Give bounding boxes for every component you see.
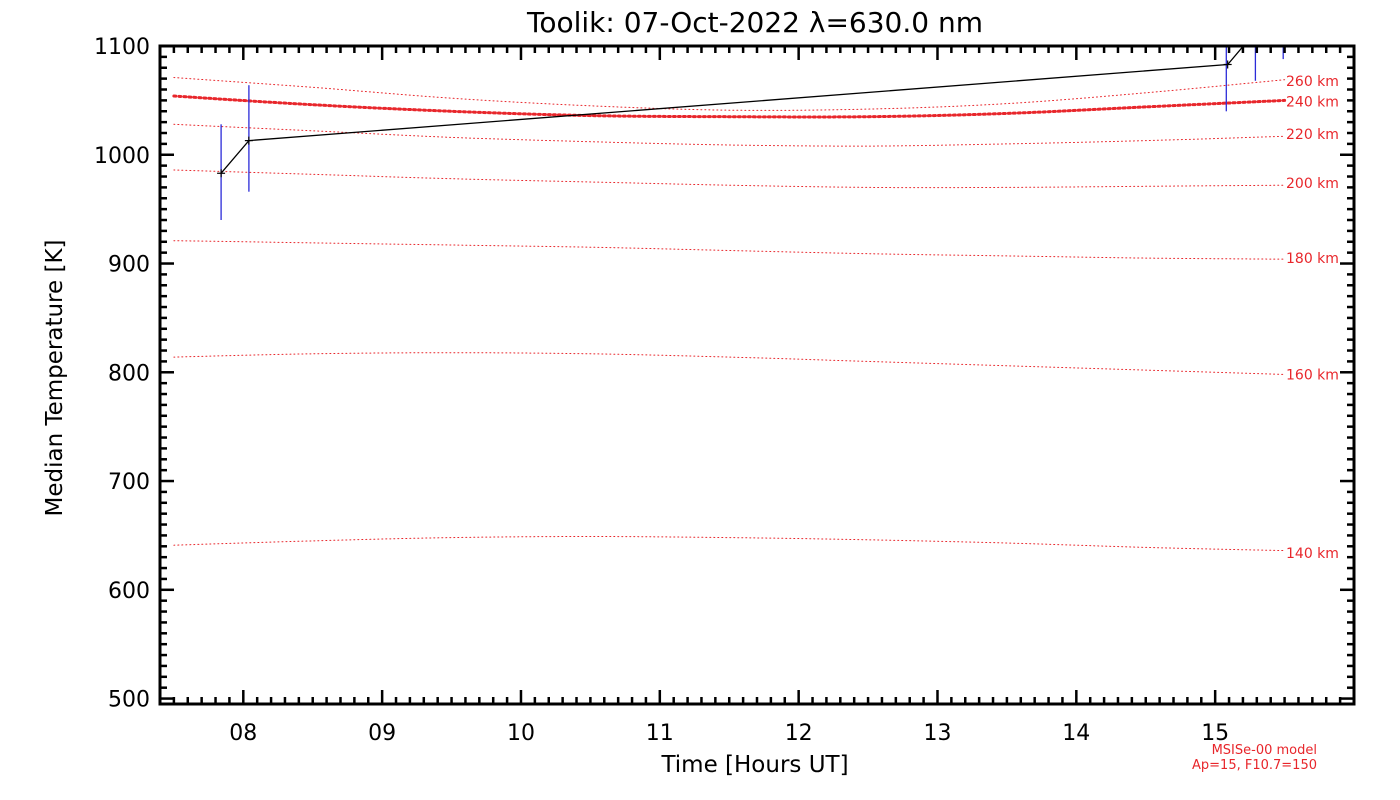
model-credit-name: MSISe-00 model: [1212, 743, 1317, 758]
model-label-160km: 160 km: [1286, 368, 1339, 384]
model-label-220km: 220 km: [1286, 127, 1339, 143]
y-tick-label: 600: [108, 579, 150, 604]
model-curve-180km: [173, 240, 1286, 260]
temperature-series: [217, 31, 1257, 178]
x-tick-label: 11: [646, 721, 674, 746]
chart-title: Toolik: 07-Oct-2022 λ=630.0 nm: [526, 6, 983, 39]
model-label-260km: 260 km: [1286, 74, 1339, 90]
model-credit-params: Ap=15, F10.7=150: [1192, 758, 1317, 773]
x-tick-label: 12: [785, 721, 813, 746]
data-point: [1223, 60, 1232, 69]
model-label-200km: 200 km: [1286, 176, 1339, 192]
series-line-0: [220, 46, 1245, 174]
x-tick-labels: 08 09 10 11 12 13 14 15: [229, 721, 1229, 746]
model-curve-240km: [172, 94, 1287, 119]
x-tick-label: 13: [924, 721, 952, 746]
y-axis-title: Median Temperature [K]: [42, 240, 68, 517]
msis-model-curves: [172, 77, 1287, 552]
model-curve-200km: [173, 169, 1286, 189]
data-point: [244, 136, 253, 145]
model-curve-140km: [173, 535, 1286, 552]
x-tick-label: 08: [229, 721, 257, 746]
data-point: [1249, 31, 1257, 39]
y-tick-label: 900: [108, 253, 150, 278]
model-curve-220km: [173, 123, 1286, 147]
x-tick-label: 14: [1062, 721, 1090, 746]
axis-ticks: [158, 44, 1354, 704]
y-tick-label: 1100: [94, 35, 150, 60]
y-tick-label: 800: [108, 361, 150, 386]
y-tick-label: 500: [108, 688, 150, 713]
x-axis-title: Time [Hours UT]: [660, 752, 848, 778]
x-tick-label: 15: [1201, 721, 1229, 746]
y-tick-label: 700: [108, 470, 150, 495]
plot-frame: [158, 44, 1356, 706]
error-bars: [220, 46, 1284, 220]
data-point: [217, 169, 226, 178]
model-label-180km: 180 km: [1286, 251, 1339, 267]
y-tick-labels: 500 600 700 800 900 1000 1100: [94, 35, 150, 713]
model-curve-260km: [173, 77, 1286, 111]
msis-model-labels: 260 km 240 km 220 km 200 km 180 km 160 km 140 …: [1286, 74, 1339, 562]
y-tick-label: 1000: [94, 144, 150, 169]
x-tick-label: 10: [507, 721, 535, 746]
x-tick-label: 09: [368, 721, 396, 746]
model-label-140km: 140 km: [1286, 546, 1339, 562]
model-curve-160km: [173, 352, 1286, 375]
model-label-240km: 240 km: [1286, 95, 1339, 111]
